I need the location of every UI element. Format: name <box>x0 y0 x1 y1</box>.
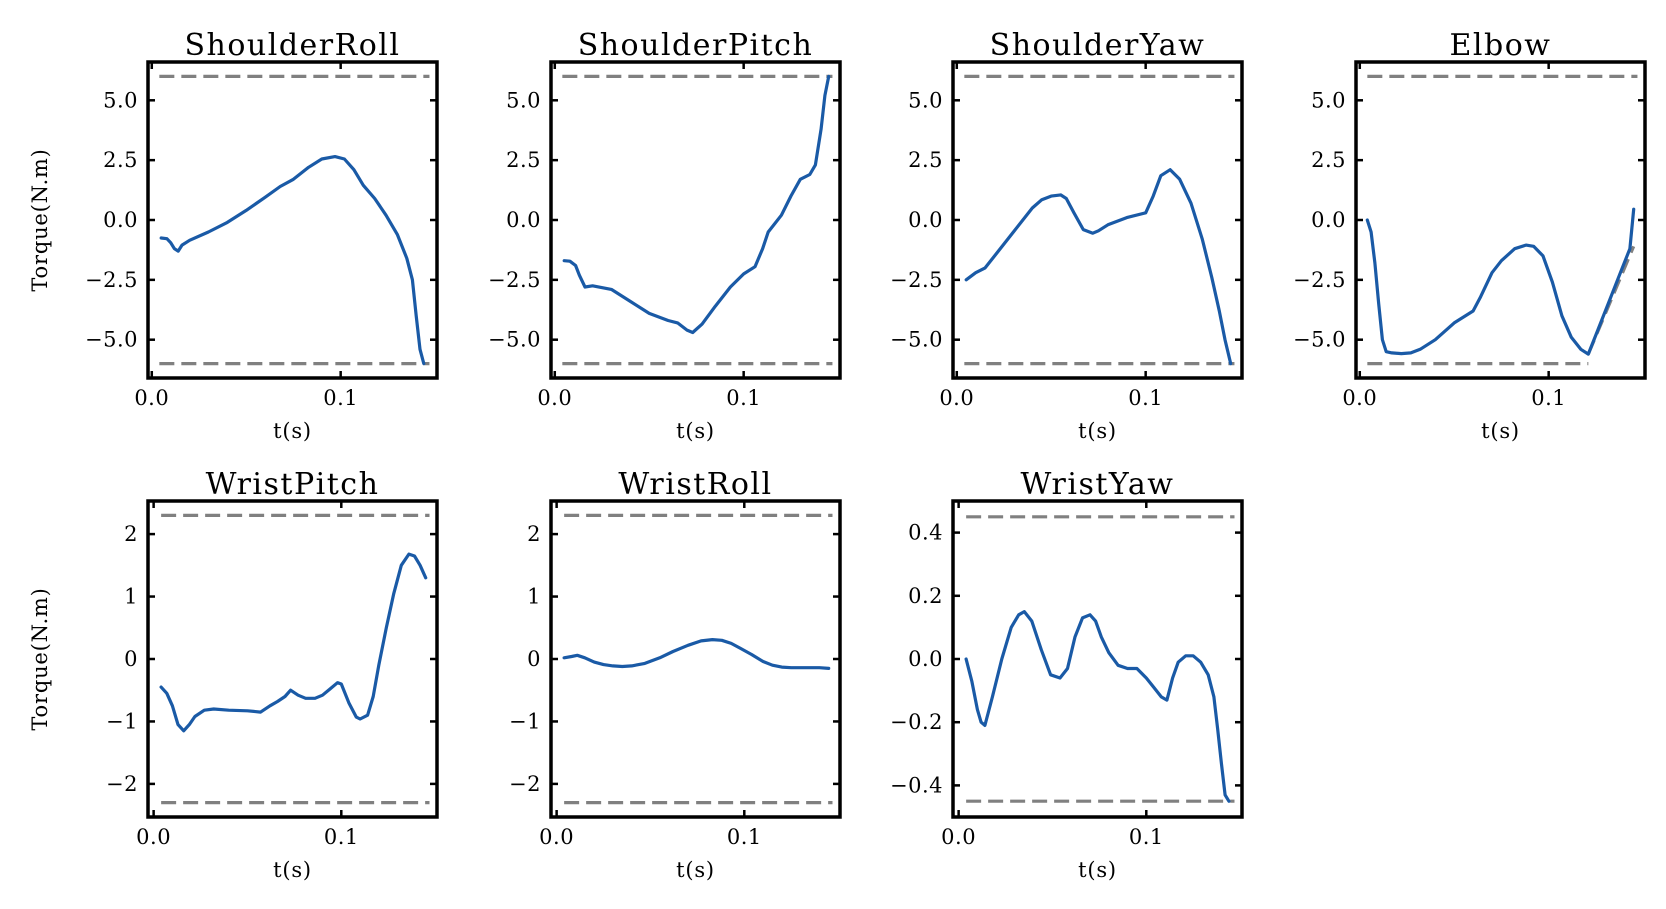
shoulderpitch-ytick-label: −5.0 <box>488 328 541 352</box>
shoulderpitch-series-1 <box>562 74 831 335</box>
shoulderpitch-xlabel: t(s) <box>676 419 715 443</box>
elbow-xlabel: t(s) <box>1481 419 1520 443</box>
shoulderyaw-ytick-label: −2.5 <box>890 268 943 292</box>
elbow-xtick-label: 0.0 <box>1342 386 1377 410</box>
wristyaw-panel: 0.0 0.1 0.4 0.2 0.0 −0.2 −0.4 WristYaw t(s) <box>890 467 1244 882</box>
shoulderroll-xtick-label: 0.1 <box>323 386 358 410</box>
shoulderpitch-ytick-label: 2.5 <box>506 148 541 172</box>
elbow-ytick-label: −2.5 <box>1293 268 1346 292</box>
wristyaw-ytick-label: 0.4 <box>908 521 943 545</box>
shoulderyaw-panel: 0.0 0.1 5.0 2.5 0.0 −2.5 −5.0 ShoulderYaw t(s) <box>890 28 1244 443</box>
shoulderroll-xtick-label: 0.0 <box>134 386 169 410</box>
wristpitch-ylabel: Torque(N.m) <box>28 587 52 730</box>
shoulderyaw-series-1 <box>964 168 1233 366</box>
shoulderyaw-ytick-label: 5.0 <box>908 88 943 112</box>
shoulderyaw-ytick-label: −5.0 <box>890 328 943 352</box>
shoulderyaw-title: ShoulderYaw <box>990 28 1206 63</box>
shoulderroll-ytick-label: −2.5 <box>85 268 138 292</box>
shoulderroll-series-1 <box>159 155 426 366</box>
shoulderpitch-xtick-label: 0.1 <box>726 386 761 410</box>
wristroll-panel: 0.0 0.1 2 1 0 −1 −2 WristRoll t(s) <box>509 467 842 882</box>
wristpitch-xtick-label: 0.1 <box>324 825 359 849</box>
shoulderroll-ylabel: Torque(N.m) <box>28 148 52 291</box>
wristpitch-xlabel: t(s) <box>273 858 312 882</box>
shoulderyaw-axes-frame <box>951 60 1244 380</box>
wristyaw-ytick-label: −0.4 <box>890 773 943 797</box>
wristroll-ytick-label: −1 <box>509 709 541 733</box>
wristroll-ytick-label: 2 <box>527 522 541 546</box>
wristyaw-xlabel: t(s) <box>1078 858 1117 882</box>
wristpitch-ytick-label: 2 <box>124 522 138 546</box>
wristroll-ytick-label: −2 <box>509 772 541 796</box>
elbow-axes-frame <box>1354 60 1647 380</box>
wristroll-ytick-label: 0 <box>527 647 541 671</box>
wristyaw-series-1 <box>964 609 1231 803</box>
shoulderpitch-panel: 0.0 0.1 5.0 2.5 0.0 −2.5 −5.0 ShoulderPitch t(s) <box>488 28 842 443</box>
wristroll-title: WristRoll <box>618 467 772 502</box>
shoulderroll-axes-frame <box>146 60 439 380</box>
wristpitch-panel: 0.0 0.1 2 1 0 −1 −2 WristPitch t(s) Torque(N.m) <box>28 467 439 882</box>
shoulderyaw-xtick-label: 0.1 <box>1128 386 1163 410</box>
shoulderyaw-xlabel: t(s) <box>1078 419 1117 443</box>
shoulderroll-ytick-label: 2.5 <box>103 148 138 172</box>
wristroll-xlabel: t(s) <box>676 858 715 882</box>
shoulderroll-xlabel: t(s) <box>273 419 312 443</box>
elbow-ytick-label: 0.0 <box>1311 208 1346 232</box>
wristpitch-ytick-label: −2 <box>106 772 138 796</box>
elbow-series-1 <box>1365 207 1636 356</box>
wristyaw-title: WristYaw <box>1021 467 1175 502</box>
elbow-title: Elbow <box>1450 28 1552 63</box>
shoulderpitch-ytick-label: 5.0 <box>506 88 541 112</box>
wristpitch-ytick-label: 1 <box>124 585 138 609</box>
elbow-ytick-label: −5.0 <box>1293 328 1346 352</box>
shoulderyaw-xtick-label: 0.0 <box>939 386 974 410</box>
shoulderroll-ytick-label: 5.0 <box>103 88 138 112</box>
shoulderroll-title: ShoulderRoll <box>185 28 401 63</box>
wristroll-axes-frame <box>549 499 842 819</box>
elbow-xtick-label: 0.1 <box>1531 386 1566 410</box>
wristroll-xtick-label: 0.1 <box>727 825 762 849</box>
wristroll-series-1 <box>562 637 831 671</box>
shoulderroll-panel: 0.0 0.1 5.0 2.5 0.0 −2.5 −5.0 ShoulderRoll t(s) T… <box>28 28 439 443</box>
wristpitch-xtick-label: 0.0 <box>136 825 171 849</box>
wristyaw-xtick-label: 0.1 <box>1129 825 1164 849</box>
wristroll-xtick-label: 0.0 <box>539 825 574 849</box>
wristyaw-xtick-label: 0.0 <box>941 825 976 849</box>
wristyaw-ytick-label: 0.2 <box>908 584 943 608</box>
wristpitch-axes-frame <box>146 499 439 819</box>
elbow-ytick-label: 2.5 <box>1311 148 1346 172</box>
shoulderroll-ytick-label: −5.0 <box>85 328 138 352</box>
wristyaw-ytick-label: −0.2 <box>890 710 943 734</box>
shoulderpitch-ytick-label: −2.5 <box>488 268 541 292</box>
wristyaw-ytick-label: 0.0 <box>908 647 943 671</box>
wristpitch-ytick-label: −1 <box>106 709 138 733</box>
shoulderpitch-ytick-label: 0.0 <box>506 208 541 232</box>
shoulderpitch-title: ShoulderPitch <box>578 28 814 63</box>
shoulderpitch-xtick-label: 0.0 <box>537 386 572 410</box>
wristpitch-series-1 <box>159 552 428 733</box>
elbow-ytick-label: 5.0 <box>1311 88 1346 112</box>
wristroll-ytick-label: 1 <box>527 585 541 609</box>
wristpitch-title: WristPitch <box>206 467 380 502</box>
elbow-panel: 0.0 0.1 5.0 2.5 0.0 −2.5 −5.0 Elbow t(s) <box>1293 28 1647 443</box>
shoulderyaw-ytick-label: 0.0 <box>908 208 943 232</box>
wristpitch-ytick-label: 0 <box>124 647 138 671</box>
shoulderyaw-ytick-label: 2.5 <box>908 148 943 172</box>
shoulderroll-ytick-label: 0.0 <box>103 208 138 232</box>
